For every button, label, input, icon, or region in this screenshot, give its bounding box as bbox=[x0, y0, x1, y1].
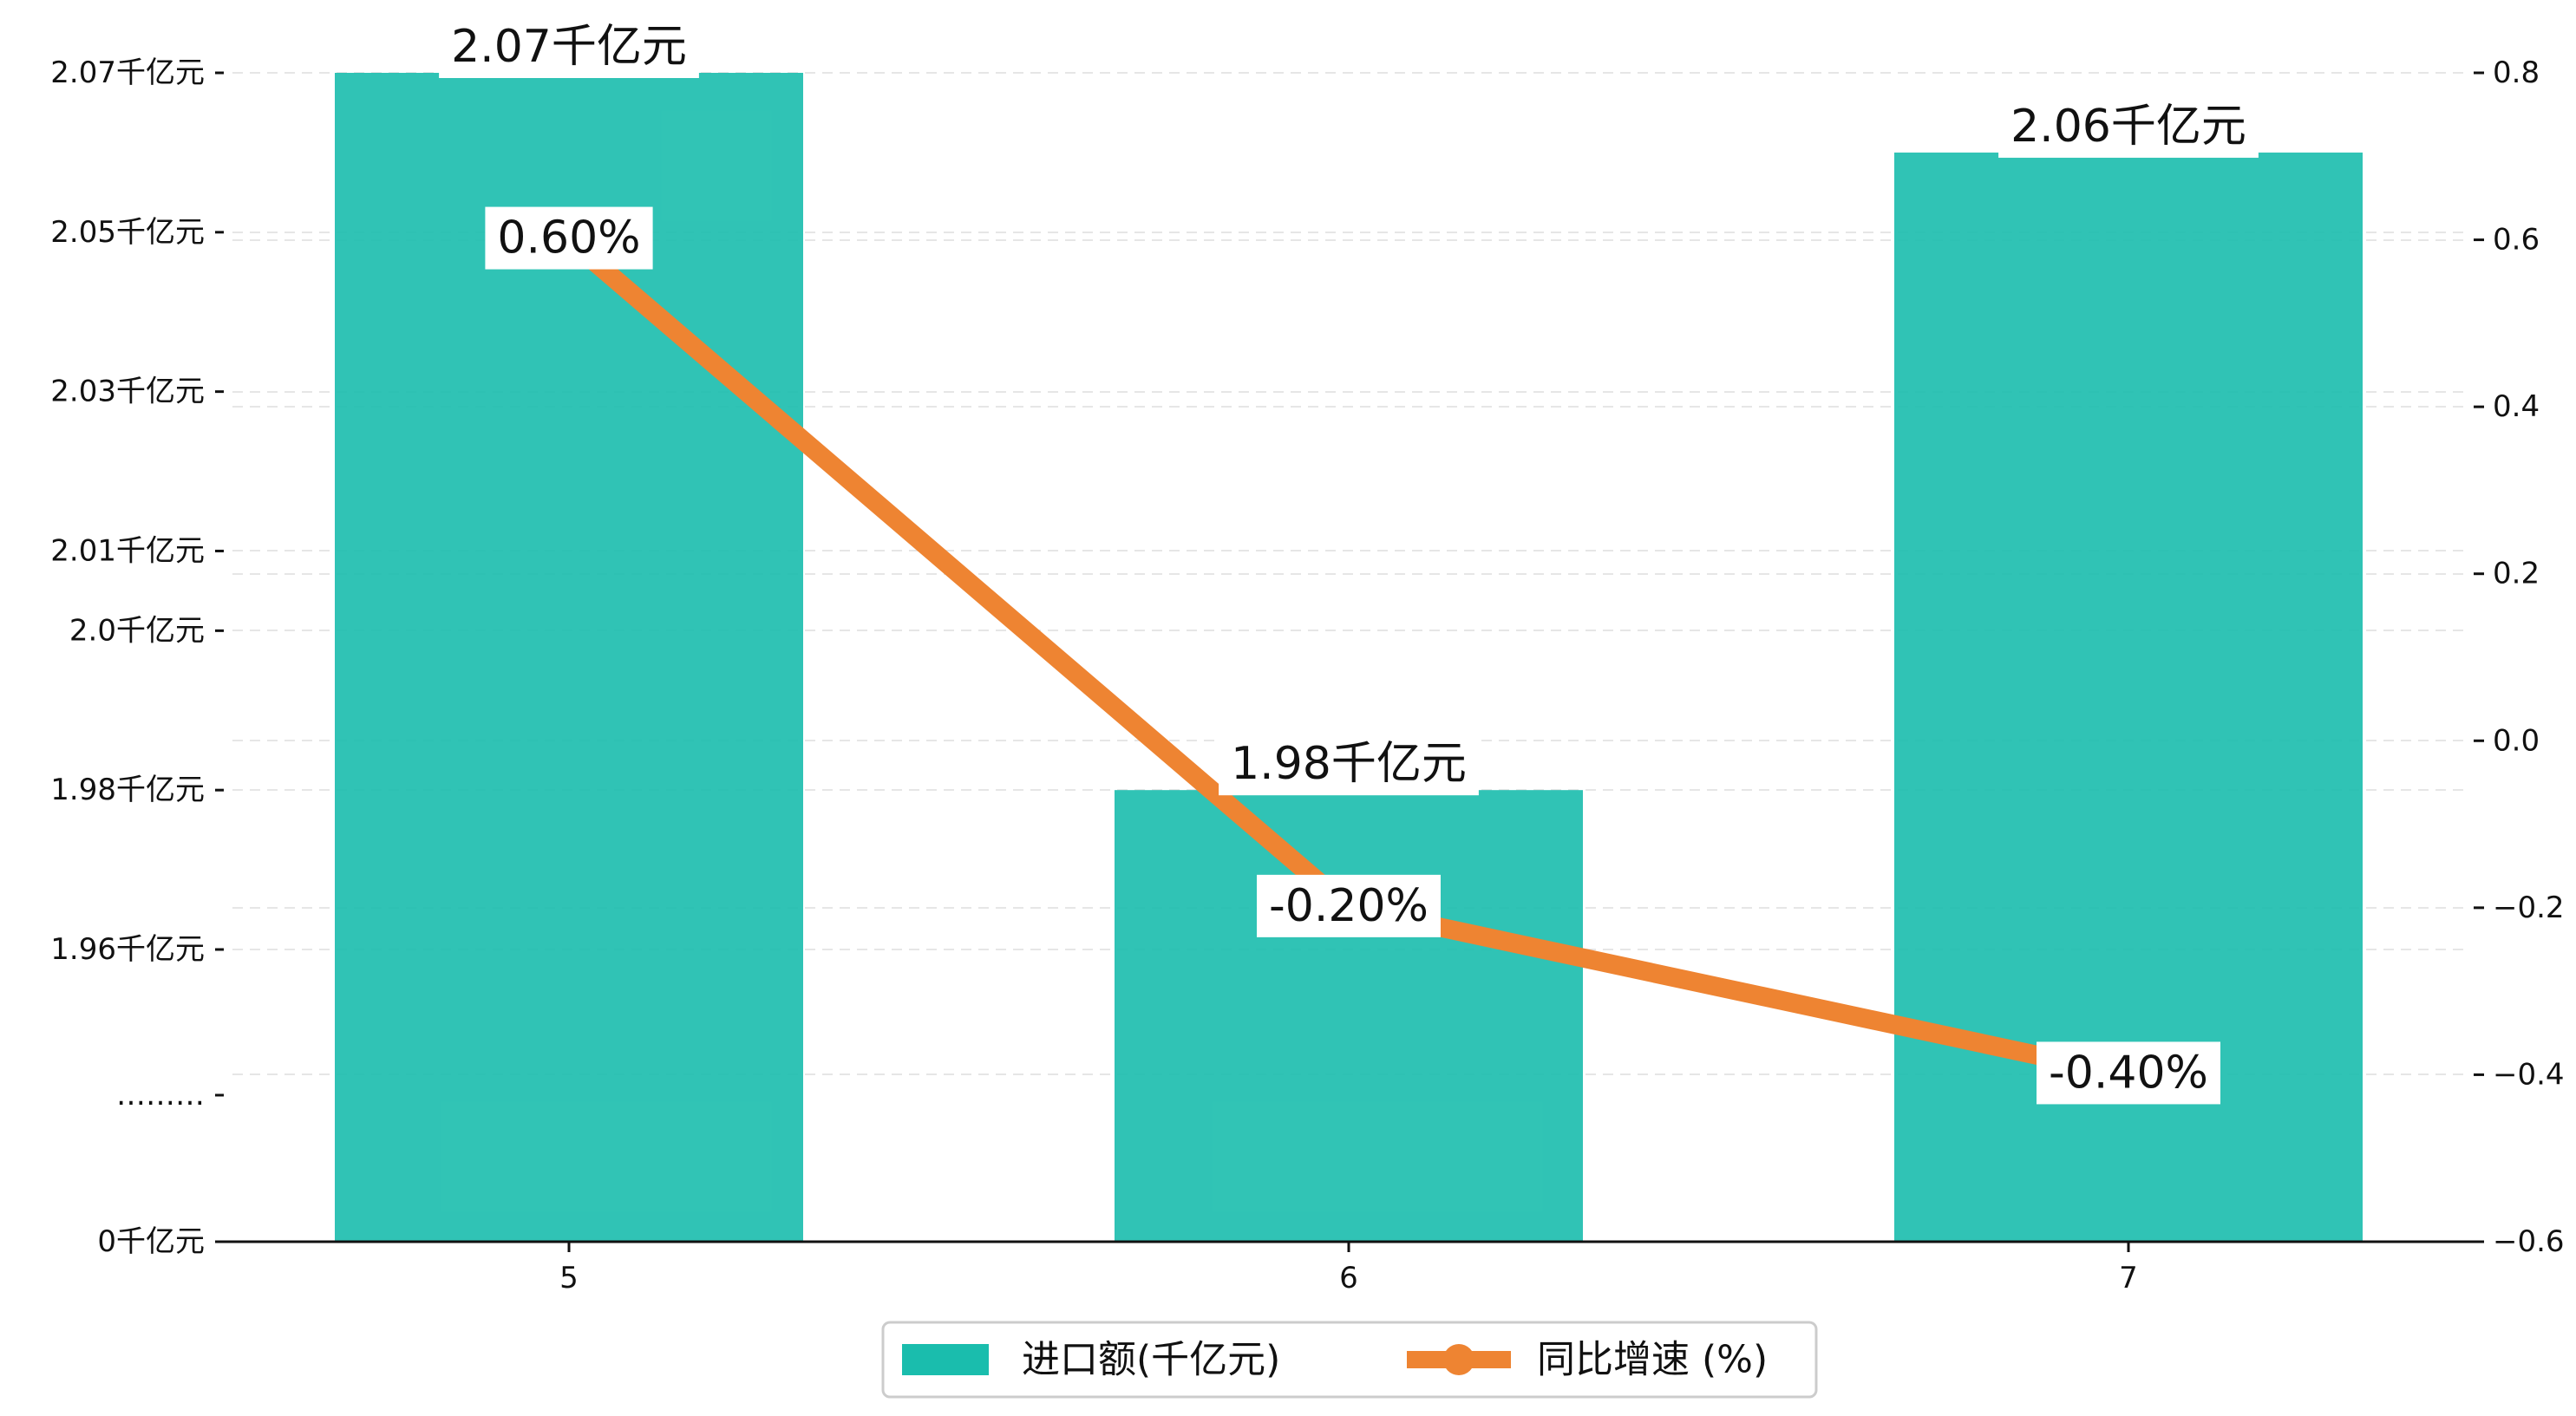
legend-swatch-marker bbox=[1443, 1344, 1474, 1375]
bar-value-label-6-box bbox=[1219, 733, 1479, 796]
growth-value-label-5-box bbox=[485, 206, 653, 270]
growth-value-label-7-box bbox=[2037, 1041, 2220, 1105]
bar-value-label-7-box bbox=[1998, 95, 2259, 158]
growth-value-label-6-group: -0.20% bbox=[1257, 874, 1441, 937]
legend-label-line: 同比增速 (%) bbox=[1537, 1338, 1768, 1382]
right-tick-label-4: 0.2 bbox=[2493, 557, 2540, 591]
growth-value-label-5: 0.60% bbox=[497, 212, 640, 264]
right-tick-label-2: −0.2 bbox=[2493, 891, 2565, 925]
bar-value-label-5-group: 2.07千亿元 bbox=[439, 16, 699, 78]
left-tick-label-5: 2.01千亿元 bbox=[50, 533, 205, 568]
left-tick-label-1: ……… bbox=[116, 1078, 205, 1113]
left-tick-label-2: 1.96千亿元 bbox=[50, 932, 205, 967]
legend-frame bbox=[881, 1321, 1818, 1399]
growth-value-label-6: -0.20% bbox=[1269, 880, 1429, 932]
bar-value-label-5: 2.07千亿元 bbox=[451, 21, 687, 73]
right-tick-label-6: 0.6 bbox=[2493, 223, 2540, 258]
left-tick-label-4: 2.0千亿元 bbox=[69, 613, 205, 648]
right-tick-label-5: 0.4 bbox=[2493, 389, 2540, 424]
left-tick-label-0: 0千亿元 bbox=[97, 1224, 205, 1259]
x-tick-label-6: 6 bbox=[1339, 1261, 1358, 1295]
left-tick-label-6: 2.03千亿元 bbox=[50, 375, 205, 409]
legend-swatch-bar bbox=[902, 1344, 989, 1375]
right-tick-label-3: 0.0 bbox=[2493, 723, 2540, 758]
right-tick-label-0: −0.6 bbox=[2493, 1224, 2565, 1259]
data-labels: 2.07千亿元 1.98千亿元 2.06千亿元 0.60% -0.20% -0.40% bbox=[439, 16, 2259, 1105]
left-tick-label-7: 2.05千亿元 bbox=[50, 215, 205, 250]
x-tick-label-5: 5 bbox=[559, 1261, 579, 1295]
legend: 进口额(千亿元) 同比增速 (%) bbox=[881, 1321, 1818, 1399]
legend-label-bar: 进口额(千亿元) bbox=[1022, 1338, 1280, 1382]
growth-value-label-7: -0.40% bbox=[2049, 1047, 2208, 1099]
left-tick-label-3: 1.98千亿元 bbox=[50, 773, 205, 807]
bar-value-label-7: 2.06千亿元 bbox=[2010, 101, 2246, 153]
growth-value-label-6-box bbox=[1257, 874, 1441, 937]
axes: 0千亿元 ……… 1.96千亿元 1.98千亿元 2.0千亿元 2.01千亿元 2.03千亿… bbox=[50, 55, 2564, 1295]
bar-6 bbox=[1115, 790, 1583, 1242]
growth-value-label-7-group: -0.40% bbox=[2037, 1041, 2220, 1105]
right-tick-label-1: −0.4 bbox=[2493, 1057, 2565, 1092]
bar-value-label-6-group: 1.98千亿元 bbox=[1219, 733, 1479, 796]
bar-value-label-6: 1.98千亿元 bbox=[1231, 738, 1467, 790]
growth-value-label-5-group: 0.60% bbox=[485, 206, 653, 270]
right-tick-label-7: 0.8 bbox=[2493, 55, 2540, 90]
left-tick-label-8: 2.07千亿元 bbox=[50, 55, 205, 90]
bar-value-label-5-box bbox=[439, 16, 699, 78]
bar-value-label-7-group: 2.06千亿元 bbox=[1998, 95, 2259, 158]
bar-series bbox=[335, 73, 2363, 1243]
legend-box-group: 进口额(千亿元) 同比增速 (%) bbox=[881, 1321, 1818, 1399]
x-tick-label-7: 7 bbox=[2119, 1261, 2138, 1295]
